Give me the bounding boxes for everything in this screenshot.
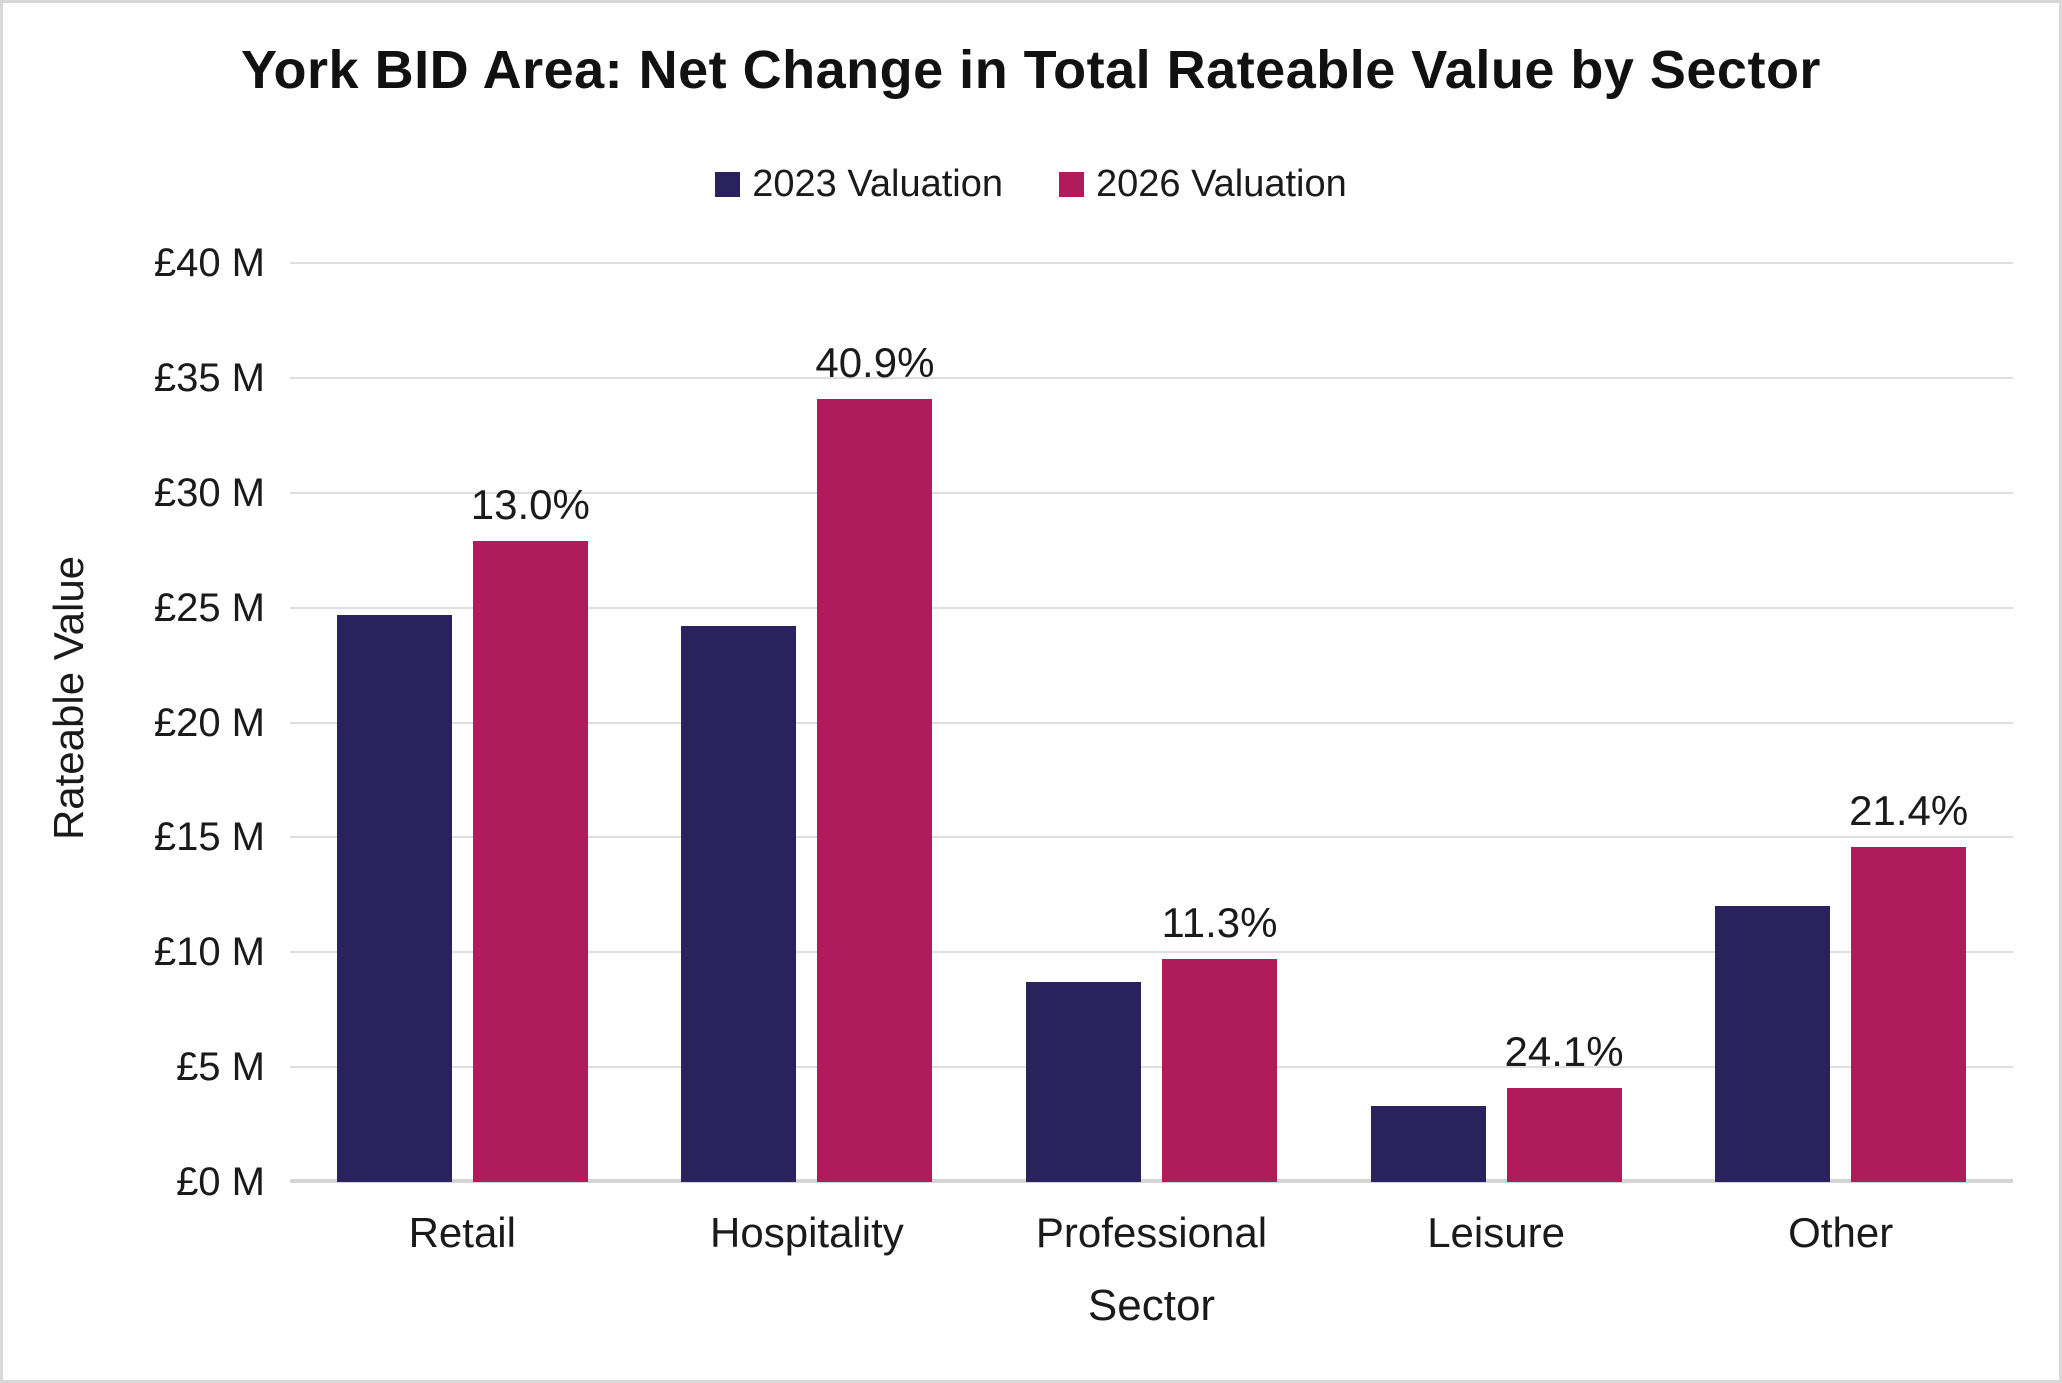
y-tick-label: £40 M — [153, 241, 265, 285]
bar-2023-hospitality — [681, 626, 797, 1182]
pct-change-label: 40.9% — [815, 338, 935, 386]
bar-2023-other — [1715, 906, 1831, 1182]
bar-group-leisure: 24.1% — [1324, 263, 1669, 1182]
bar-group-other: 21.4% — [1668, 263, 2013, 1182]
bar-2026-other: 21.4% — [1849, 787, 1968, 1182]
bar-2023-retail — [336, 614, 452, 1182]
x-category-labels: Retail Hospitality Professional Leisure Othe… — [290, 1209, 2013, 1257]
bar-2026-professional: 11.3% — [1161, 899, 1277, 1182]
legend-item-2026: 2026 Valuation — [1059, 163, 1347, 206]
pct-change-label: 24.1% — [1504, 1027, 1624, 1075]
bar-2023-professional — [1025, 982, 1141, 1182]
gridline — [290, 262, 2013, 264]
y-tick-label: £30 M — [153, 470, 265, 515]
y-tick-label: £5 M — [176, 1045, 265, 1090]
y-tick-label: £0 M — [176, 1160, 265, 1204]
y-tick-label: £15 M — [153, 815, 265, 860]
pct-change-label: 21.4% — [1849, 786, 1969, 834]
y-tick-label: £20 M — [153, 700, 265, 745]
bar-2023-leisure — [1370, 1106, 1486, 1182]
legend-item-2023: 2023 Valuation — [715, 163, 1003, 206]
gridline — [290, 836, 2013, 839]
bar-group-retail: 13.0% — [290, 263, 635, 1182]
gridline — [290, 721, 2013, 724]
legend-label-2026: 2026 Valuation — [1096, 163, 1347, 205]
chart-title: York BID Area: Net Change in Total Ratea… — [241, 40, 1821, 100]
bar-group-hospitality: 40.9% — [635, 263, 980, 1182]
legend-label-2023: 2023 Valuation — [752, 163, 1003, 205]
pct-change-label: 11.3% — [1161, 899, 1278, 947]
bar-groups: 13.0% 40.9% 11.3% 24.1% 21.4% — [290, 263, 2013, 1182]
y-axis-ticks: £0 M £5 M £10 M £15 M £20 M £25 M £30 M £35 M £4… — [63, 243, 265, 1202]
legend-swatch-2023-icon — [715, 172, 741, 197]
y-tick-label: £25 M — [153, 585, 265, 630]
x-category-label-professional: Professional — [1035, 1209, 1268, 1256]
legend-swatch-2026-icon — [1059, 172, 1084, 197]
y-tick-label: £10 M — [153, 930, 265, 975]
plot-area: 13.0% 40.9% 11.3% 24.1% 21.4% — [290, 262, 2013, 1183]
pct-change-label: 13.0% — [470, 481, 590, 528]
x-axis-title: Sector — [1087, 1281, 1216, 1330]
bar-2026-leisure: 24.1% — [1505, 1028, 1624, 1182]
bar-2026-hospitality: 40.9% — [815, 339, 934, 1182]
gridline — [290, 1066, 2013, 1069]
legend: 2023 Valuation 2026 Valuation — [3, 163, 2059, 206]
x-category-label-other: Other — [1788, 1209, 1894, 1256]
bar-group-professional: 11.3% — [979, 263, 1324, 1182]
x-category-label-hospitality: Hospitality — [710, 1209, 904, 1256]
gridline — [290, 491, 2013, 494]
gridline — [290, 951, 2013, 954]
y-tick-label: £35 M — [153, 355, 265, 400]
gridline — [290, 376, 2013, 379]
bar-2026-retail: 13.0% — [471, 481, 590, 1182]
gridline — [290, 606, 2013, 609]
x-axis-baseline — [290, 1179, 2013, 1183]
x-category-label-retail: Retail — [408, 1209, 516, 1256]
x-category-label-leisure: Leisure — [1427, 1209, 1565, 1256]
